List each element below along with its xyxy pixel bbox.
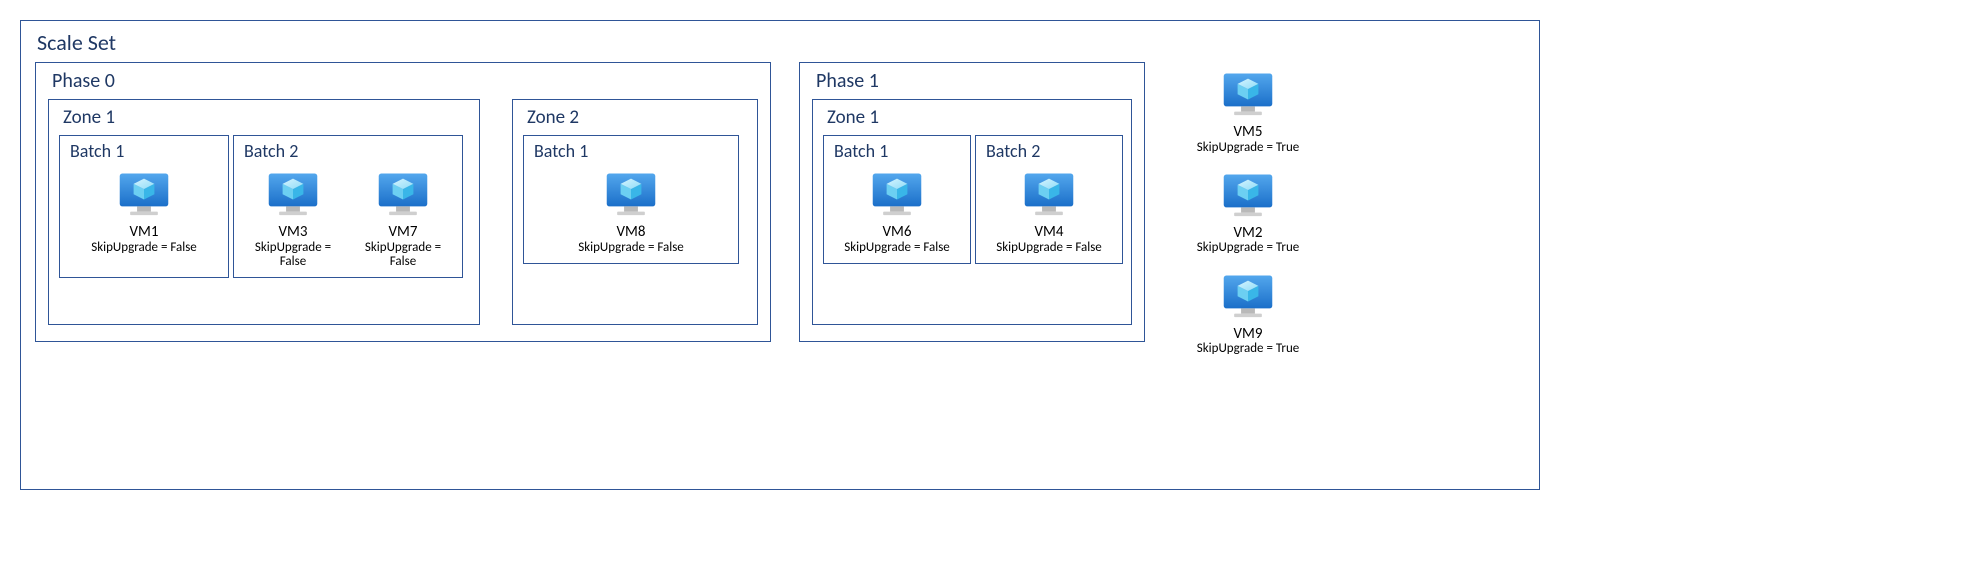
vm-sub: SkipUpgrade = True [1173, 342, 1323, 356]
phase-1: Phase 1 Zone 1 Batch 1 VM6 SkipUpgrade =… [799, 62, 1145, 342]
phase-0-zone-2-title: Zone 2 [527, 106, 747, 129]
skipped-vm-column: VM5 SkipUpgrade = True VM2 SkipUpgrade =… [1173, 66, 1323, 356]
phase-0-zone-1-title: Zone 1 [63, 106, 469, 129]
vm-card: VM8 SkipUpgrade = False [564, 166, 698, 255]
content-row: Phase 0 Zone 1 Batch 1 VM1 SkipUpgrade =… [35, 62, 1525, 356]
vm-icon [1220, 272, 1276, 324]
vm-card: VM1 SkipUpgrade = False [77, 166, 211, 255]
vm-card: VM9 SkipUpgrade = True [1173, 268, 1323, 357]
phase-0-zone-1: Zone 1 Batch 1 VM1 SkipUpgrade = False [48, 99, 480, 325]
phase-0-title: Phase 0 [52, 69, 758, 93]
vm-sub: SkipUpgrade = False [564, 241, 698, 255]
vm-name: VM7 [352, 224, 454, 241]
vm-name: VM8 [564, 224, 698, 241]
phase-1-zone-1-batch-1: Batch 1 VM6 SkipUpgrade = False [823, 135, 971, 264]
vm-card: VM3 SkipUpgrade = False [242, 166, 344, 269]
phase-0-zone-1-batch-1: Batch 1 VM1 SkipUpgrade = False [59, 135, 229, 278]
vm-sub: SkipUpgrade = True [1173, 241, 1323, 255]
vm-name: VM2 [1173, 225, 1323, 242]
vm-icon [603, 170, 659, 222]
vm-sub: SkipUpgrade = False [984, 241, 1114, 255]
phase-0-zone-2-batch-1: Batch 1 VM8 SkipUpgrade = False [523, 135, 739, 264]
vm-name: VM4 [984, 224, 1114, 241]
vm-sub: SkipUpgrade = True [1173, 141, 1323, 155]
vm-icon [375, 170, 431, 222]
vm-name: VM6 [832, 224, 962, 241]
vm-icon [1220, 171, 1276, 223]
vm-sub: SkipUpgrade = False [242, 241, 344, 270]
vm-sub: SkipUpgrade = False [832, 241, 962, 255]
scale-set-title: Scale Set [37, 29, 1525, 56]
phase-1-zone-1-batch-2: Batch 2 VM4 SkipUpgrade = False [975, 135, 1123, 264]
phase-1-zone-1: Zone 1 Batch 1 VM6 SkipUpgrade = False [812, 99, 1132, 325]
vm-card: VM7 SkipUpgrade = False [352, 166, 454, 269]
vm-icon [1021, 170, 1077, 222]
vm-card: VM2 SkipUpgrade = True [1173, 167, 1323, 256]
vm-icon [869, 170, 925, 222]
phase-1-title: Phase 1 [816, 69, 1132, 93]
phase-0-zone-2: Zone 2 Batch 1 VM8 SkipUpgrade = False [512, 99, 758, 325]
scale-set-container: Scale Set Phase 0 Zone 1 Batch 1 VM1 [20, 20, 1540, 490]
vm-icon [265, 170, 321, 222]
phase-1-zone-1-title: Zone 1 [827, 106, 1121, 129]
batch-title: Batch 2 [244, 140, 454, 162]
phase-0: Phase 0 Zone 1 Batch 1 VM1 SkipUpgrade =… [35, 62, 771, 342]
vm-icon [1220, 70, 1276, 122]
vm-name: VM5 [1173, 124, 1323, 141]
vm-card: VM4 SkipUpgrade = False [984, 166, 1114, 255]
vm-sub: SkipUpgrade = False [352, 241, 454, 270]
vm-card: VM5 SkipUpgrade = True [1173, 66, 1323, 155]
batch-title: Batch 1 [70, 140, 220, 162]
batch-title: Batch 1 [834, 140, 962, 162]
vm-card: VM6 SkipUpgrade = False [832, 166, 962, 255]
phase-0-zone-1-batch-2: Batch 2 VM3 SkipUpgrade = False VM7 [233, 135, 463, 278]
vm-name: VM3 [242, 224, 344, 241]
batch-title: Batch 1 [534, 140, 730, 162]
batch-title: Batch 2 [986, 140, 1114, 162]
vm-sub: SkipUpgrade = False [77, 241, 211, 255]
vm-name: VM1 [77, 224, 211, 241]
vm-icon [116, 170, 172, 222]
vm-name: VM9 [1173, 326, 1323, 343]
